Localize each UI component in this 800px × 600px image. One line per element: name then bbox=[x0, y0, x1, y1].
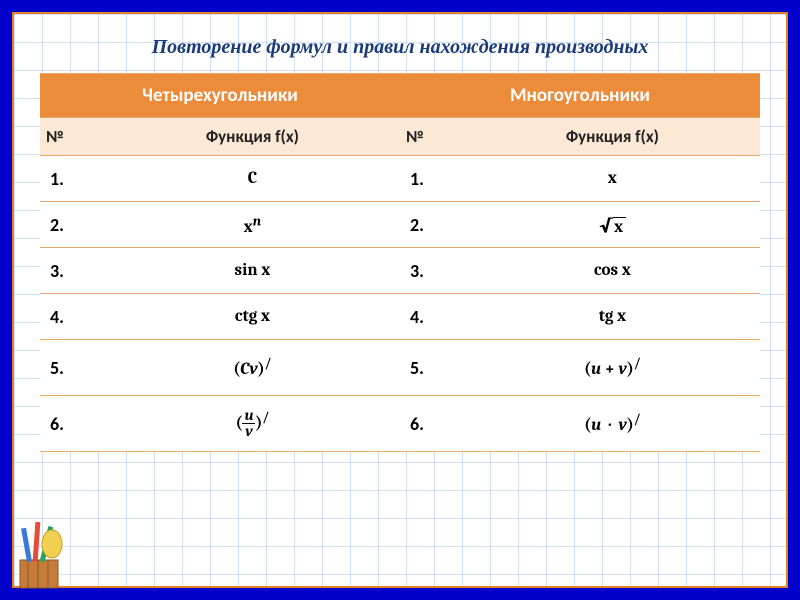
row-fx-left: ctg x bbox=[105, 294, 400, 340]
slide-inner: Повторение формул и правил нахождения пр… bbox=[14, 14, 786, 452]
row-fx-right: x bbox=[465, 156, 760, 202]
slide: Повторение формул и правил нахождения пр… bbox=[12, 12, 788, 588]
table-row: 2.xn2.√x bbox=[40, 202, 760, 248]
table-row: 1.C1.x bbox=[40, 156, 760, 202]
row-num-left: 4. bbox=[40, 294, 105, 340]
row-num-right: 3. bbox=[400, 248, 465, 294]
decoration-pencils-icon bbox=[8, 510, 78, 590]
subheader-num-right: № bbox=[400, 118, 465, 156]
table-row: 5.(Cv)/5.(u + v)/ bbox=[40, 340, 760, 396]
group-header-right: Многоугольники bbox=[400, 74, 760, 118]
row-fx-left: xn bbox=[105, 202, 400, 248]
row-num-left: 1. bbox=[40, 156, 105, 202]
row-fx-left: (uv)/ bbox=[105, 396, 400, 452]
table-row: 3.sin x3.cos x bbox=[40, 248, 760, 294]
group-header-row: Четырехугольники Многоугольники bbox=[40, 74, 760, 118]
row-fx-right: (u + v)/ bbox=[465, 340, 760, 396]
row-num-left: 6. bbox=[40, 396, 105, 452]
table-row: 4.ctg x4.tg x bbox=[40, 294, 760, 340]
group-header-left: Четырехугольники bbox=[40, 74, 400, 118]
table-row: 6.(uv)/6.(u · v)/ bbox=[40, 396, 760, 452]
sub-header-row: № Функция f(x) № Функция f(x) bbox=[40, 118, 760, 156]
row-num-left: 3. bbox=[40, 248, 105, 294]
subheader-fx-left: Функция f(x) bbox=[105, 118, 400, 156]
row-fx-right: tg x bbox=[465, 294, 760, 340]
row-num-right: 1. bbox=[400, 156, 465, 202]
row-num-left: 5. bbox=[40, 340, 105, 396]
row-fx-right: √x bbox=[465, 202, 760, 248]
row-fx-left: (Cv)/ bbox=[105, 340, 400, 396]
subheader-num-left: № bbox=[40, 118, 105, 156]
row-num-right: 6. bbox=[400, 396, 465, 452]
row-num-right: 2. bbox=[400, 202, 465, 248]
row-fx-left: C bbox=[105, 156, 400, 202]
table-body: 1.C1.x2.xn2.√x3.sin x3.cos x4.ctg x4.tg … bbox=[40, 156, 760, 452]
row-num-right: 5. bbox=[400, 340, 465, 396]
row-num-left: 2. bbox=[40, 202, 105, 248]
row-num-right: 4. bbox=[400, 294, 465, 340]
row-fx-left: sin x bbox=[105, 248, 400, 294]
derivatives-table: Четырехугольники Многоугольники № Функци… bbox=[40, 73, 760, 452]
page-title: Повторение формул и правил нахождения пр… bbox=[40, 36, 760, 59]
row-fx-right: cos x bbox=[465, 248, 760, 294]
subheader-fx-right: Функция f(x) bbox=[465, 118, 760, 156]
row-fx-right: (u · v)/ bbox=[465, 396, 760, 452]
